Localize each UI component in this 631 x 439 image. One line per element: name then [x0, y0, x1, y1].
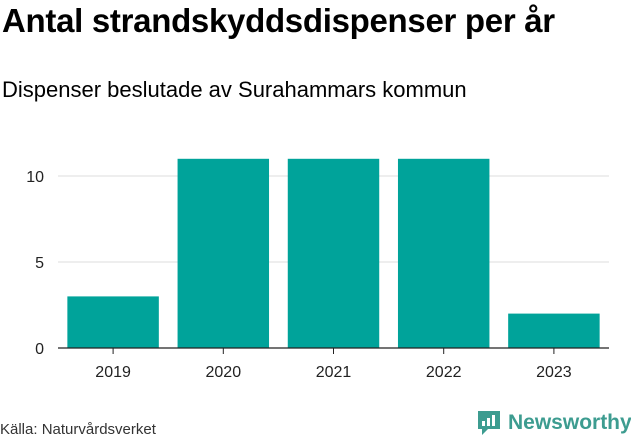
- bar-2022: [397, 158, 490, 348]
- bar-2023: [508, 313, 600, 348]
- chart-subtitle: Dispenser beslutade av Surahammars kommu…: [2, 77, 467, 102]
- x-tick-label: 2023: [536, 364, 572, 381]
- newsworthy-logo-icon: [478, 411, 500, 435]
- bar-2020: [177, 158, 270, 348]
- chart-title: Antal strandskyddsdispenser per år: [2, 2, 555, 39]
- x-tick-label: 2021: [316, 364, 352, 381]
- bar-chart: 0 5 10 2019 2020 2021 2022 2023: [26, 158, 609, 381]
- bar-2021: [287, 158, 380, 348]
- brand-name: Newsworthy: [508, 411, 631, 434]
- x-tick-label: 2019: [95, 364, 131, 381]
- x-tick-label: 2022: [426, 364, 462, 381]
- source-note: Källa: Naturvårdsverket: [0, 421, 156, 438]
- bar-2019: [67, 296, 159, 348]
- y-tick-label: 10: [26, 169, 44, 186]
- brand-logo: Newsworthy: [476, 408, 631, 438]
- y-tick-label: 0: [35, 341, 44, 358]
- y-tick-label: 5: [35, 255, 44, 272]
- x-tick-label: 2020: [206, 364, 242, 381]
